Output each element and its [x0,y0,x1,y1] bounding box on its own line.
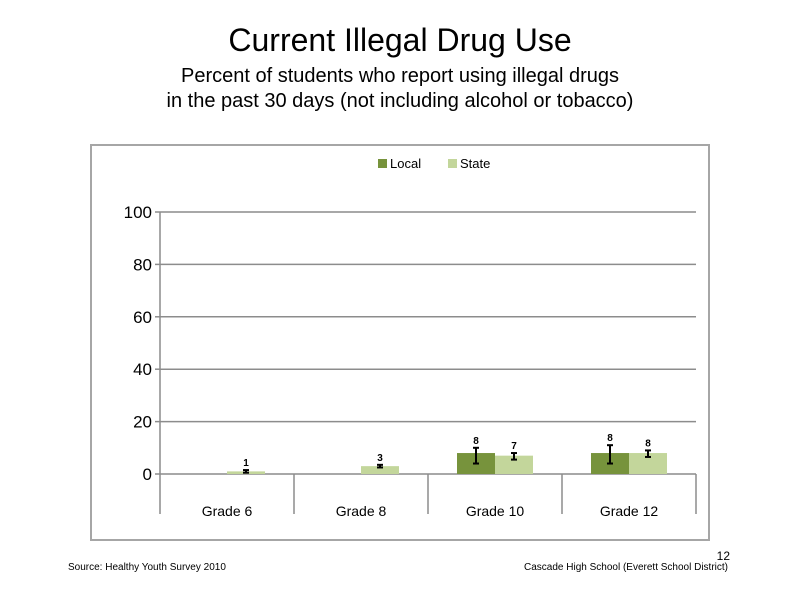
bar-state [495,455,533,474]
page-number: 12 [716,549,730,563]
legend-label-local: Local [390,156,421,171]
x-tick-label: Grade 10 [466,503,525,519]
slide-subtitle-line2: in the past 30 days (not including alcoh… [166,90,634,112]
x-tick-label: Grade 6 [202,503,253,519]
legend-swatch-state [448,159,457,168]
data-label: 8 [473,436,479,447]
bar-state [629,453,667,474]
chart-frame: 0 20 40 60 80 100 Grade 6 1 Grade 8 3 Grade 10 8 7 Gr… [90,144,710,541]
legend-swatch-local [378,159,387,168]
y-tick-label: 20 [133,413,152,432]
source-note: Source: Healthy Youth Survey 2010 [68,562,226,573]
data-label: 7 [511,441,517,452]
y-tick-label: 100 [124,203,152,222]
y-tick-label: 60 [133,308,152,327]
bar-chart: 0 20 40 60 80 100 Grade 6 1 Grade 8 3 Grade 10 8 7 Gr… [124,156,697,519]
x-tick-label: Grade 8 [336,503,387,519]
y-tick-label: 80 [133,255,152,274]
slide-subtitle-line1: Percent of students who report using ill… [180,65,620,87]
legend-label-state: State [460,156,490,171]
school-name: Cascade High School (Everett School Dist… [524,562,728,573]
data-label: 8 [645,438,651,449]
data-label: 1 [243,458,249,469]
bar-state [361,466,399,474]
x-tick-label: Grade 12 [600,503,659,519]
slide-title: Current Illegal Drug Use [228,22,572,58]
y-tick-label: 0 [143,465,152,484]
data-label: 8 [607,433,613,444]
data-label: 3 [377,453,383,464]
y-tick-label: 40 [133,360,152,379]
